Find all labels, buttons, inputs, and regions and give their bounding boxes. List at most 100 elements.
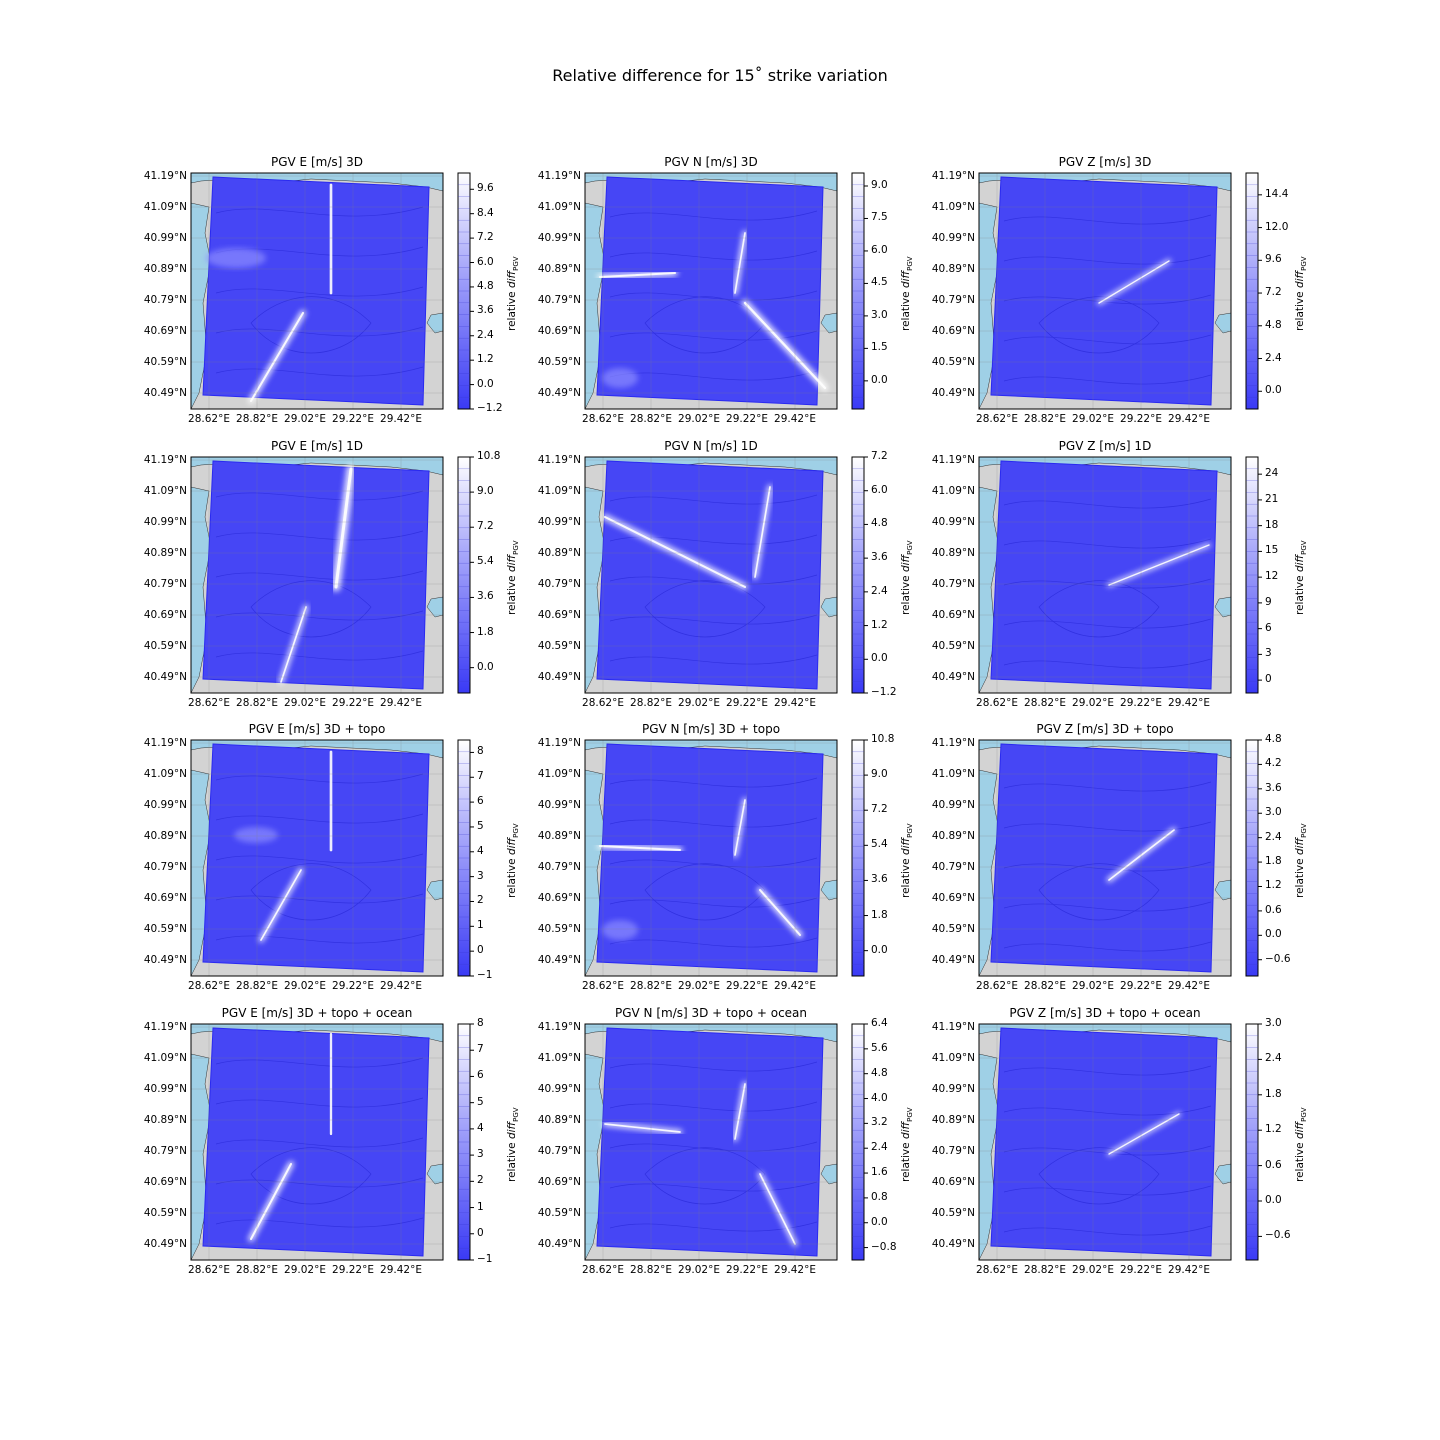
colorbar-tick-label: 5.4	[477, 555, 494, 568]
panel-title: PGV N [m/s] 1D	[664, 439, 758, 453]
lat-tick-label: 40.89°N	[537, 830, 581, 842]
colorbar-label: relative diffPGV	[1294, 256, 1309, 331]
colorbar-tick-label: 2	[477, 894, 484, 907]
panel-title: PGV Z [m/s] 3D	[1058, 155, 1152, 169]
colorbar-tick-label: −1.2	[871, 686, 897, 698]
lon-tick-label: 29.42°E	[1168, 1264, 1210, 1276]
colorbar-tick-label: 0.0	[871, 373, 888, 386]
gridlines	[585, 740, 837, 976]
lat-tick-label: 41.09°N	[931, 768, 975, 780]
colorbar-tick-label: 1.2	[1265, 879, 1282, 892]
lon-tick-label: 29.22°E	[726, 697, 768, 709]
lon-tick-label: 29.42°E	[774, 413, 816, 425]
colorbar-label: relative diffPGV	[506, 256, 521, 331]
colorbar-label: relative diffPGV	[1294, 1107, 1309, 1182]
gridlines	[979, 457, 1231, 693]
lat-tick-label: 41.19°N	[931, 454, 975, 466]
lat-tick-label: 40.59°N	[931, 923, 975, 935]
gridlines	[191, 740, 443, 976]
colorbar	[851, 1023, 868, 1261]
lat-tick-label: 40.49°N	[537, 954, 581, 966]
high-difference-streak	[250, 312, 304, 402]
colorbar-tick-label: 3.0	[1265, 806, 1282, 819]
gridlines	[191, 173, 443, 409]
lat-tick-label: 40.89°N	[931, 547, 975, 559]
colorbar-tick-label: 0.0	[1265, 1194, 1282, 1206]
panel-title: PGV E [m/s] 3D + topo + ocean	[221, 1006, 413, 1020]
colorbar-tick-label: 6.4	[871, 1017, 888, 1029]
lat-tick-label: 40.69°N	[931, 325, 975, 337]
colorbar-tick-label: 2.4	[1265, 1052, 1282, 1065]
colorbar-tick-label: 7.2	[477, 231, 494, 244]
colorbar-tick-label: 14.4	[1265, 187, 1289, 200]
colorbar-tick-label: 1.8	[871, 908, 888, 921]
colorbar-tick-label: 9.6	[477, 182, 494, 195]
colorbar-tick-label: 0	[477, 1226, 484, 1239]
contour-lines	[215, 1057, 424, 1228]
field-region	[202, 743, 430, 973]
lat-tick-label: 40.99°N	[931, 799, 975, 811]
gridlines	[979, 173, 1231, 409]
colorbar	[457, 172, 474, 410]
lat-tick-label: 41.19°N	[143, 737, 187, 749]
colorbar-label: relative diffPGV	[900, 256, 915, 331]
colorbar-tick-label: 7	[477, 1043, 484, 1056]
lon-tick-label: 28.82°E	[630, 697, 672, 709]
map-plot	[190, 739, 444, 977]
high-difference-streak	[743, 301, 827, 390]
panel-title: PGV E [m/s] 1D	[271, 439, 363, 453]
colorbar-tick-label: 4.8	[1265, 733, 1282, 745]
lat-tick-label: 40.79°N	[143, 1145, 187, 1157]
lon-tick-label: 29.02°E	[678, 1264, 720, 1276]
gridlines	[979, 1024, 1231, 1260]
lat-tick-label: 40.59°N	[143, 1207, 187, 1219]
lat-tick-label: 40.59°N	[931, 356, 975, 368]
lat-tick-label: 40.59°N	[143, 640, 187, 652]
lon-tick-label: 28.82°E	[630, 980, 672, 992]
colorbar-tick-label: 0.0	[871, 652, 888, 665]
high-difference-streak	[250, 1163, 292, 1240]
contour-lines	[215, 490, 424, 661]
colorbar-tick-label: 8	[477, 745, 484, 758]
colorbar-tick-label: 2.4	[1265, 351, 1282, 364]
lon-tick-label: 29.22°E	[1120, 1264, 1162, 1276]
lon-tick-label: 28.62°E	[188, 1264, 230, 1276]
lat-tick-label: 41.09°N	[931, 485, 975, 497]
lat-tick-label: 41.19°N	[143, 454, 187, 466]
colorbar-tick-label: 9	[1265, 595, 1272, 608]
high-difference-streak	[754, 486, 771, 578]
lat-tick-label: 40.99°N	[537, 516, 581, 528]
panel-title: PGV Z [m/s] 1D	[1058, 439, 1152, 453]
panel-title: PGV N [m/s] 3D + topo	[641, 722, 781, 736]
lat-tick-label: 40.89°N	[537, 1114, 581, 1126]
colorbar-tick-label: 2.4	[871, 1141, 888, 1154]
colorbar-tick-label: 4	[477, 1121, 484, 1134]
contour-lines	[215, 773, 424, 944]
lat-tick-label: 41.09°N	[537, 201, 581, 213]
lat-tick-label: 40.59°N	[931, 1207, 975, 1219]
colorbar-tick-label: 8	[477, 1017, 484, 1029]
colorbar-tick-label: 1.8	[1265, 855, 1282, 868]
panel-title: PGV Z [m/s] 3D + topo + ocean	[1009, 1006, 1201, 1020]
lon-tick-label: 29.42°E	[774, 697, 816, 709]
high-difference-streak	[260, 869, 302, 941]
colorbar-tick-label: 9.0	[871, 768, 888, 781]
lon-tick-label: 29.42°E	[380, 980, 422, 992]
lat-tick-label: 40.79°N	[931, 294, 975, 306]
colorbar	[1245, 172, 1262, 410]
colorbar-tick-label: 3	[477, 1148, 484, 1161]
lon-tick-label: 29.02°E	[1072, 1264, 1114, 1276]
lon-tick-label: 29.42°E	[1168, 697, 1210, 709]
lon-tick-label: 29.22°E	[332, 1264, 374, 1276]
colorbar-tick-label: 5.4	[871, 838, 888, 851]
lat-tick-label: 40.99°N	[143, 799, 187, 811]
lat-tick-label: 40.79°N	[143, 294, 187, 306]
lat-tick-label: 40.49°N	[931, 1238, 975, 1250]
lon-tick-label: 29.42°E	[1168, 413, 1210, 425]
lat-tick-label: 41.09°N	[931, 201, 975, 213]
colorbar-tick-label: 0.0	[477, 377, 494, 390]
colorbar-label: relative diffPGV	[1294, 823, 1309, 898]
colorbar-tick-label: 2	[477, 1174, 484, 1187]
colorbar-tick-label: 6.0	[871, 483, 888, 496]
lon-tick-label: 28.62°E	[976, 980, 1018, 992]
